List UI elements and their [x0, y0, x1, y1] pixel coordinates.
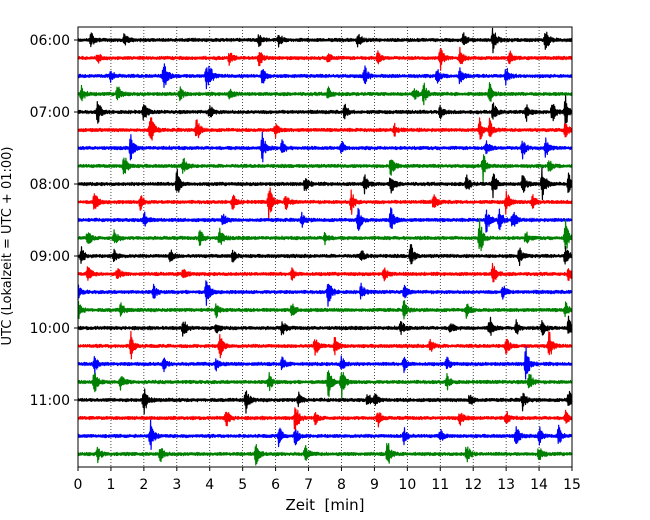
y-axis-label: UTC (Lokalzeit = UTC + 01:00) [0, 147, 15, 346]
x-tick-label: 7 [304, 477, 313, 493]
trace-1015 [77, 330, 573, 360]
trace-1130 [77, 419, 573, 450]
trace-1100 [77, 388, 573, 415]
trace-0815 [77, 187, 573, 221]
y-tick-label: 06:00 [30, 33, 70, 49]
x-tick-label: 0 [74, 477, 83, 493]
trace-0715 [77, 117, 573, 141]
y-tick-label: 11:00 [30, 393, 70, 409]
y-axis: 06:00 07:00 08:00 09:00 10:00 11:00 [30, 33, 78, 409]
x-tick-label: 3 [172, 477, 181, 493]
trace-1000 [77, 315, 573, 337]
trace-0615 [77, 46, 573, 71]
trace-0700 [77, 95, 573, 125]
trace-0830 [77, 207, 573, 233]
x-tick-label: 15 [563, 477, 581, 493]
trace-1030 [77, 346, 573, 380]
trace-0900 [77, 244, 573, 267]
x-tick-label: 8 [337, 477, 346, 493]
trace-0800 [77, 167, 573, 201]
x-tick-label: 13 [497, 477, 515, 493]
plot-frame [77, 26, 573, 468]
x-tick-label: 4 [205, 477, 214, 493]
y-tick-label: 10:00 [30, 321, 70, 337]
y-tick-label: 07:00 [30, 105, 70, 121]
x-axis-label: Zeit [min] [285, 496, 364, 514]
y-tick-label: 09:00 [30, 249, 70, 265]
y-tick-label: 08:00 [30, 177, 70, 193]
x-tick-label: 14 [530, 477, 548, 493]
x-tick-label: 10 [398, 477, 416, 493]
x-axis: 0 1 2 3 4 5 6 7 8 9 10 11 12 13 14 15 [74, 467, 581, 493]
trace-0645 [77, 82, 573, 106]
trace-0915 [77, 262, 573, 283]
x-tick-label: 6 [271, 477, 280, 493]
x-tick-label: 1 [106, 477, 115, 493]
seismogram-traces [77, 27, 573, 466]
trace-1045 [77, 370, 573, 399]
trace-1115 [77, 407, 573, 438]
trace-0745 [77, 154, 573, 184]
trace-0630 [77, 63, 573, 90]
x-tick-label: 12 [464, 477, 482, 493]
trace-1145 [77, 442, 573, 466]
trace-0945 [77, 300, 573, 320]
x-tick-label: 2 [139, 477, 148, 493]
x-tick-label: 5 [238, 477, 247, 493]
trace-0730 [77, 131, 573, 163]
x-tick-label: 9 [370, 477, 379, 493]
trace-0930 [77, 280, 573, 307]
trace-0600 [77, 27, 573, 54]
x-tick-label: 11 [431, 477, 449, 493]
trace-0845 [77, 218, 573, 252]
